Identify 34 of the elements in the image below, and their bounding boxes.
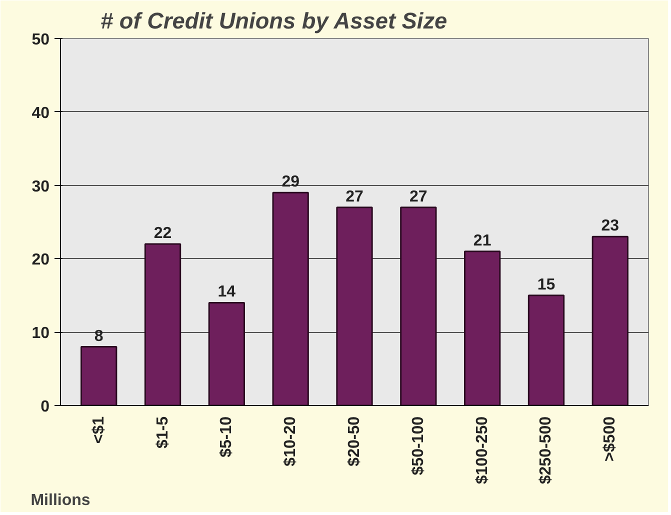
chart-title: # of Credit Unions by Asset Size (100, 8, 448, 34)
x-tick-label: $10-20 (282, 416, 300, 466)
bar (336, 206, 373, 406)
bar (464, 250, 501, 406)
data-label: 21 (473, 232, 492, 250)
data-label: 8 (94, 328, 104, 345)
x-tick-label: <$1 (90, 416, 108, 444)
data-label: 23 (601, 218, 620, 235)
y-tick-label: 50 (32, 32, 50, 48)
bar (592, 236, 628, 406)
x-tick-label: $250-500 (538, 416, 555, 484)
y-tick-label: 0 (40, 398, 50, 416)
x-tick-label: $20-50 (346, 416, 363, 466)
bar (208, 302, 245, 406)
bar (80, 346, 118, 406)
bar (400, 206, 437, 406)
bar (272, 192, 309, 406)
y-tick-label: 20 (32, 252, 50, 269)
data-label: 15 (537, 276, 556, 294)
bar (144, 243, 182, 406)
x-tick-label: $1-5 (154, 416, 172, 449)
data-label: 22 (154, 225, 172, 242)
x-axis-title: Millions (30, 492, 90, 510)
y-tick-label: 30 (32, 178, 50, 196)
y-tick-label: 10 (32, 325, 50, 342)
y-tick-label: 40 (32, 104, 50, 122)
data-label: 27 (410, 188, 428, 206)
bar (528, 294, 565, 406)
data-label: 27 (346, 188, 364, 206)
x-tick-label: $100-250 (474, 416, 491, 484)
x-tick-label: $50-100 (410, 416, 427, 476)
x-tick-label: $5-10 (218, 416, 236, 458)
x-tick-label: >$500 (602, 416, 619, 462)
data-label: 14 (218, 284, 236, 301)
